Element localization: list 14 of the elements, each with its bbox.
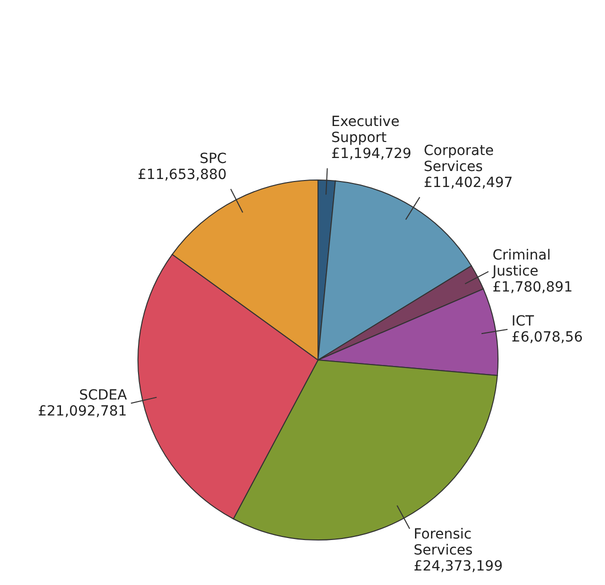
slice-label: Forensic Services: [414, 526, 473, 559]
data-label: £21,092,781: [38, 403, 127, 420]
slice-label: Criminal Justice: [491, 248, 551, 280]
slice-label: SCDEA: [79, 387, 128, 404]
data-label: £11,653,880: [138, 166, 227, 183]
slice-label: SPC: [200, 150, 227, 167]
data-label: £6,078,56: [512, 329, 583, 346]
slice-label: ICT: [512, 313, 534, 330]
data-label: £1,194,729: [331, 146, 412, 162]
data-label: £24,373,199: [414, 558, 503, 575]
slice-label: Corporate Services: [424, 143, 494, 176]
data-label: £11,402,497: [424, 175, 513, 192]
data-label: £1,780,891: [492, 280, 573, 296]
slice-label: Executive Support: [331, 114, 400, 146]
